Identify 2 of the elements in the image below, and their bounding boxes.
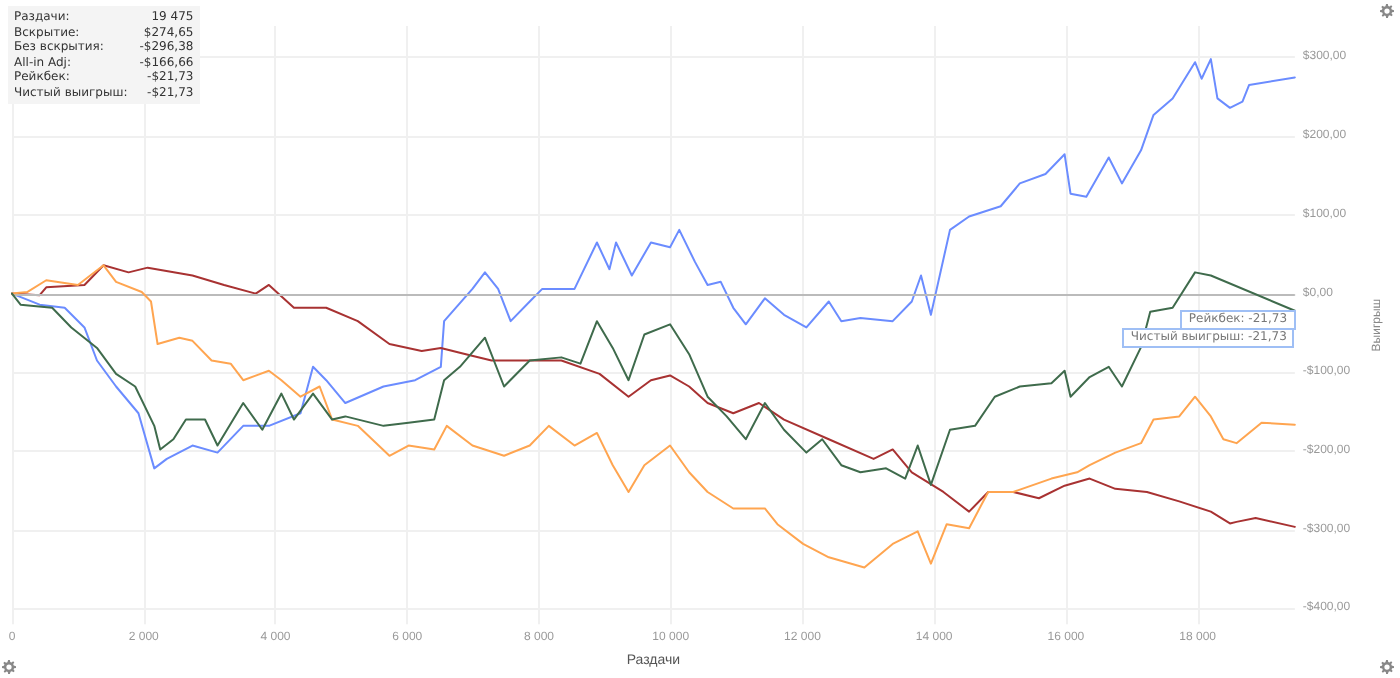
- line-series: [11, 271, 1296, 486]
- line-series: [11, 58, 1296, 470]
